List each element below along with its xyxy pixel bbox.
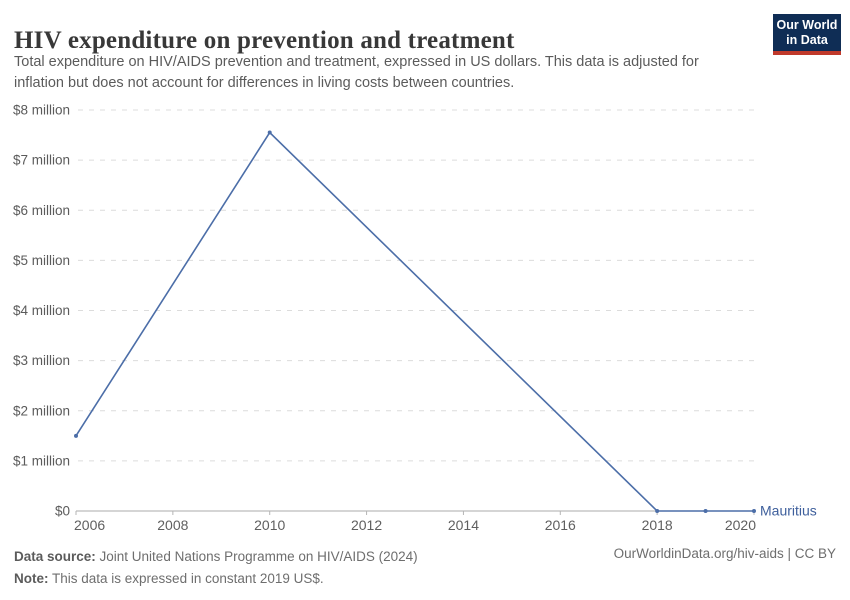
chart-subtitle-line2: inflation but does not account for diffe… (14, 75, 515, 91)
y-tick-label: $4 million (13, 303, 70, 318)
owid-logo-line1: Our World (776, 18, 838, 32)
owid-logo-line2: in Data (786, 33, 828, 47)
x-tick-label: 2010 (254, 517, 285, 533)
datasource-line: Data source: Joint United Nations Progra… (14, 546, 418, 568)
x-tick-label: 2008 (157, 517, 188, 533)
note-label: Note: (14, 571, 49, 586)
x-tick-label: 2016 (545, 517, 576, 533)
y-tick-label: $2 million (13, 403, 70, 418)
y-tick-label: $6 million (13, 203, 70, 218)
data-point-marker[interactable] (703, 509, 708, 513)
y-tick-label: $5 million (13, 253, 70, 268)
note-line: Note: This data is expressed in constant… (14, 568, 418, 590)
series-line-mauritius[interactable] (75, 131, 754, 512)
x-tick-label: 2014 (448, 517, 479, 533)
y-tick-label: $7 million (13, 153, 70, 168)
y-tick-label: $3 million (13, 353, 70, 368)
data-point-marker[interactable] (74, 433, 78, 438)
entity-label[interactable]: Mauritius (760, 503, 817, 519)
page-title: HIV expenditure on prevention and treatm… (14, 26, 515, 54)
x-tick-label: 2018 (642, 517, 673, 533)
datasource-label: Data source: (14, 549, 96, 564)
datasource-text: Joint United Nations Programme on HIV/AI… (95, 549, 418, 564)
data-point-marker[interactable] (655, 509, 660, 513)
y-tick-label: $1 million (13, 453, 70, 468)
owid-logo[interactable]: Our World in Data (773, 14, 841, 55)
x-tick-label: 2006 (74, 517, 105, 533)
x-tick-label: 2012 (351, 517, 382, 533)
chart-subtitle-line1: Total expenditure on HIV/AIDS prevention… (14, 54, 699, 70)
y-tick-label: $0 (55, 504, 70, 519)
credit-link[interactable]: OurWorldinData.org/hiv-aids | CC BY (613, 546, 836, 561)
chart-subtitle: Total expenditure on HIV/AIDS prevention… (14, 52, 699, 94)
x-tick-label: 2020 (725, 517, 756, 533)
line-chart[interactable]: $0 $1 million $2 million $3 million $4 milli… (0, 98, 850, 543)
y-tick-label: $8 million (13, 103, 70, 118)
data-point-marker[interactable] (752, 509, 756, 513)
data-point-marker[interactable] (267, 130, 272, 135)
note-text: This data is expressed in constant 2019 … (48, 571, 324, 586)
chart-footer: Data source: Joint United Nations Progra… (14, 546, 418, 590)
